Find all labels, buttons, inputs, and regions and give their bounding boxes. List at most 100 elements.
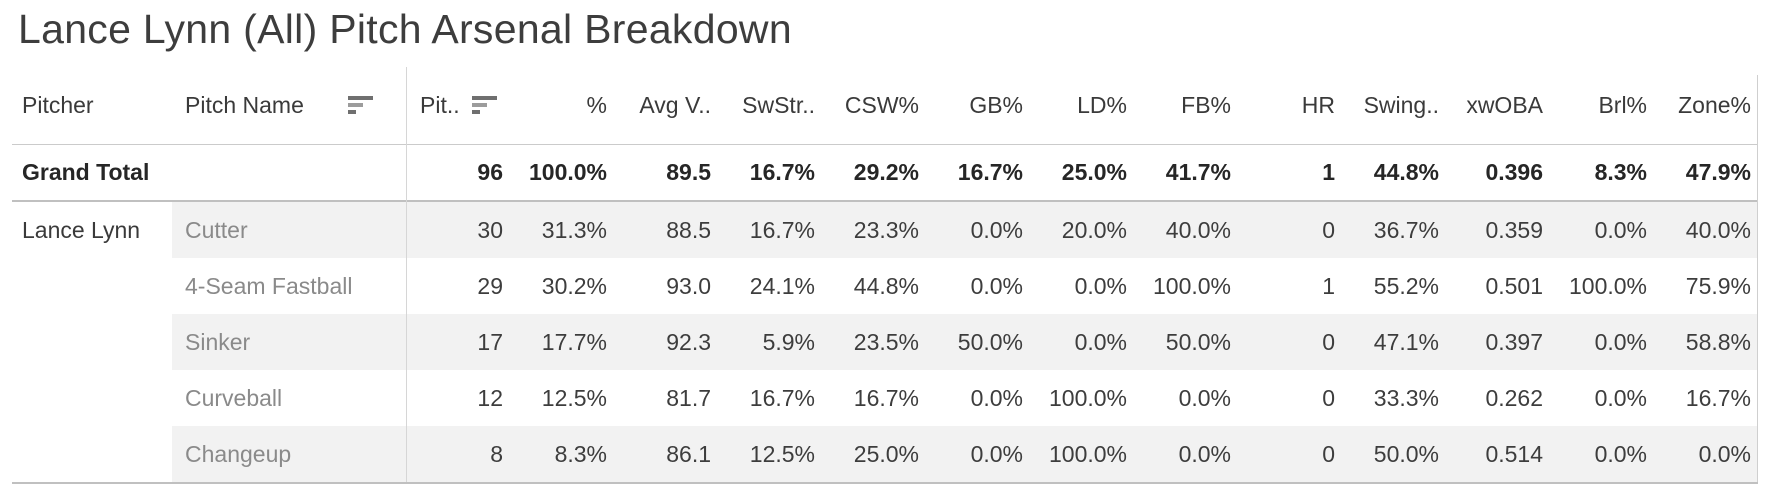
value-cell[interactable]: 0.397: [1446, 314, 1550, 370]
value-cell[interactable]: 55.2%: [1342, 258, 1446, 314]
value-cell[interactable]: 29: [406, 258, 510, 314]
value-cell[interactable]: 0.0%: [1550, 426, 1654, 482]
value-cell[interactable]: 0: [1238, 202, 1342, 258]
value-cell[interactable]: 58.8%: [1654, 314, 1758, 370]
value-cell[interactable]: 16.7%: [822, 370, 926, 426]
value-cell[interactable]: 40.0%: [1654, 202, 1758, 258]
value-cell[interactable]: 88.5: [614, 202, 718, 258]
value-cell[interactable]: 0.0%: [926, 258, 1030, 314]
grand-total-value-cell[interactable]: 8.3%: [1550, 145, 1654, 200]
column-header-col[interactable]: %: [510, 67, 614, 144]
value-cell[interactable]: 0.359: [1446, 202, 1550, 258]
grand-total-value-cell[interactable]: 47.9%: [1654, 145, 1758, 200]
value-cell[interactable]: 100.0%: [1030, 426, 1134, 482]
value-cell[interactable]: 0.0%: [926, 426, 1030, 482]
value-cell[interactable]: 50.0%: [1134, 314, 1238, 370]
value-cell[interactable]: 8.3%: [510, 426, 614, 482]
value-cell[interactable]: 12: [406, 370, 510, 426]
value-cell[interactable]: 20.0%: [1030, 202, 1134, 258]
value-cell[interactable]: 44.8%: [822, 258, 926, 314]
value-cell[interactable]: 12.5%: [718, 426, 822, 482]
value-cell[interactable]: 50.0%: [926, 314, 1030, 370]
column-header-csw[interactable]: CSW%: [822, 67, 926, 144]
value-cell[interactable]: 0.0%: [1030, 258, 1134, 314]
value-cell[interactable]: 92.3: [614, 314, 718, 370]
value-cell[interactable]: 30.2%: [510, 258, 614, 314]
grand-total-value-cell[interactable]: 96: [406, 145, 510, 200]
value-cell[interactable]: 23.5%: [822, 314, 926, 370]
value-cell[interactable]: 93.0: [614, 258, 718, 314]
column-header-fb[interactable]: FB%: [1134, 67, 1238, 144]
value-cell[interactable]: 47.1%: [1342, 314, 1446, 370]
value-cell[interactable]: 16.7%: [718, 202, 822, 258]
column-header-swing[interactable]: Swing..: [1342, 67, 1446, 144]
row-header-pitcher[interactable]: Lance Lynn: [12, 202, 172, 258]
column-header-avg-v[interactable]: Avg V..: [614, 67, 718, 144]
grand-total-value-cell[interactable]: 44.8%: [1342, 145, 1446, 200]
value-cell[interactable]: 0.0%: [1030, 314, 1134, 370]
value-cell[interactable]: 0.0%: [1134, 370, 1238, 426]
value-cell[interactable]: 0.0%: [1550, 202, 1654, 258]
grand-total-value-cell[interactable]: 29.2%: [822, 145, 926, 200]
column-header-pitch-name[interactable]: Pitch Name: [172, 67, 406, 144]
value-cell[interactable]: 100.0%: [1030, 370, 1134, 426]
value-cell[interactable]: 31.3%: [510, 202, 614, 258]
value-cell[interactable]: 0.514: [1446, 426, 1550, 482]
grand-total-value-cell[interactable]: 41.7%: [1134, 145, 1238, 200]
value-cell[interactable]: 16.7%: [1654, 370, 1758, 426]
grand-total-value-cell[interactable]: 16.7%: [718, 145, 822, 200]
column-header-hr[interactable]: HR: [1238, 67, 1342, 144]
value-cell[interactable]: 0.262: [1446, 370, 1550, 426]
value-cell[interactable]: 0.0%: [1134, 426, 1238, 482]
column-header-ld[interactable]: LD%: [1030, 67, 1134, 144]
row-header-pitch-name[interactable]: Changeup: [172, 426, 406, 482]
value-cell[interactable]: 36.7%: [1342, 202, 1446, 258]
column-header-swstr[interactable]: SwStr..: [718, 67, 822, 144]
row-header-pitch-name[interactable]: Cutter: [172, 202, 406, 258]
grand-total-value-cell[interactable]: 0.396: [1446, 145, 1550, 200]
value-cell[interactable]: 8: [406, 426, 510, 482]
row-header-pitch-name[interactable]: 4-Seam Fastball: [172, 258, 406, 314]
value-cell[interactable]: 30: [406, 202, 510, 258]
column-header-gb[interactable]: GB%: [926, 67, 1030, 144]
value-cell[interactable]: 33.3%: [1342, 370, 1446, 426]
column-header-pit[interactable]: Pit..: [406, 67, 510, 144]
sort-descending-icon[interactable]: [471, 96, 497, 115]
value-cell[interactable]: 17.7%: [510, 314, 614, 370]
value-cell[interactable]: 75.9%: [1654, 258, 1758, 314]
column-header-zone[interactable]: Zone%: [1654, 67, 1758, 144]
row-header-pitch-name[interactable]: Sinker: [172, 314, 406, 370]
value-cell[interactable]: 0.0%: [926, 370, 1030, 426]
grand-total-value-cell[interactable]: 16.7%: [926, 145, 1030, 200]
value-cell[interactable]: 5.9%: [718, 314, 822, 370]
value-cell[interactable]: 23.3%: [822, 202, 926, 258]
value-cell[interactable]: 50.0%: [1342, 426, 1446, 482]
grand-total-row[interactable]: Grand Total 96 100.0% 89.5 16.7% 29.2% 16.7% 2…: [12, 145, 1758, 202]
value-cell[interactable]: 0: [1238, 314, 1342, 370]
value-cell[interactable]: 24.1%: [718, 258, 822, 314]
value-cell[interactable]: 100.0%: [1550, 258, 1654, 314]
value-cell[interactable]: 1: [1238, 258, 1342, 314]
value-cell[interactable]: 0: [1238, 370, 1342, 426]
column-header-xwoba[interactable]: xwOBA: [1446, 67, 1550, 144]
grand-total-value-cell[interactable]: 25.0%: [1030, 145, 1134, 200]
value-cell[interactable]: 0.501: [1446, 258, 1550, 314]
value-cell[interactable]: 17: [406, 314, 510, 370]
sort-descending-icon[interactable]: [348, 96, 373, 115]
value-cell[interactable]: 0.0%: [926, 202, 1030, 258]
value-cell[interactable]: 16.7%: [718, 370, 822, 426]
value-cell[interactable]: 0.0%: [1550, 370, 1654, 426]
grand-total-value-cell[interactable]: 100.0%: [510, 145, 614, 200]
grand-total-value-cell[interactable]: 89.5: [614, 145, 718, 200]
value-cell[interactable]: 86.1: [614, 426, 718, 482]
value-cell[interactable]: 100.0%: [1134, 258, 1238, 314]
column-header-pitcher[interactable]: Pitcher: [12, 67, 172, 144]
row-header-pitch-name[interactable]: Curveball: [172, 370, 406, 426]
value-cell[interactable]: 12.5%: [510, 370, 614, 426]
value-cell[interactable]: 0.0%: [1654, 426, 1758, 482]
value-cell[interactable]: 0.0%: [1550, 314, 1654, 370]
column-header-brl[interactable]: Brl%: [1550, 67, 1654, 144]
value-cell[interactable]: 0: [1238, 426, 1342, 482]
value-cell[interactable]: 25.0%: [822, 426, 926, 482]
value-cell[interactable]: 40.0%: [1134, 202, 1238, 258]
